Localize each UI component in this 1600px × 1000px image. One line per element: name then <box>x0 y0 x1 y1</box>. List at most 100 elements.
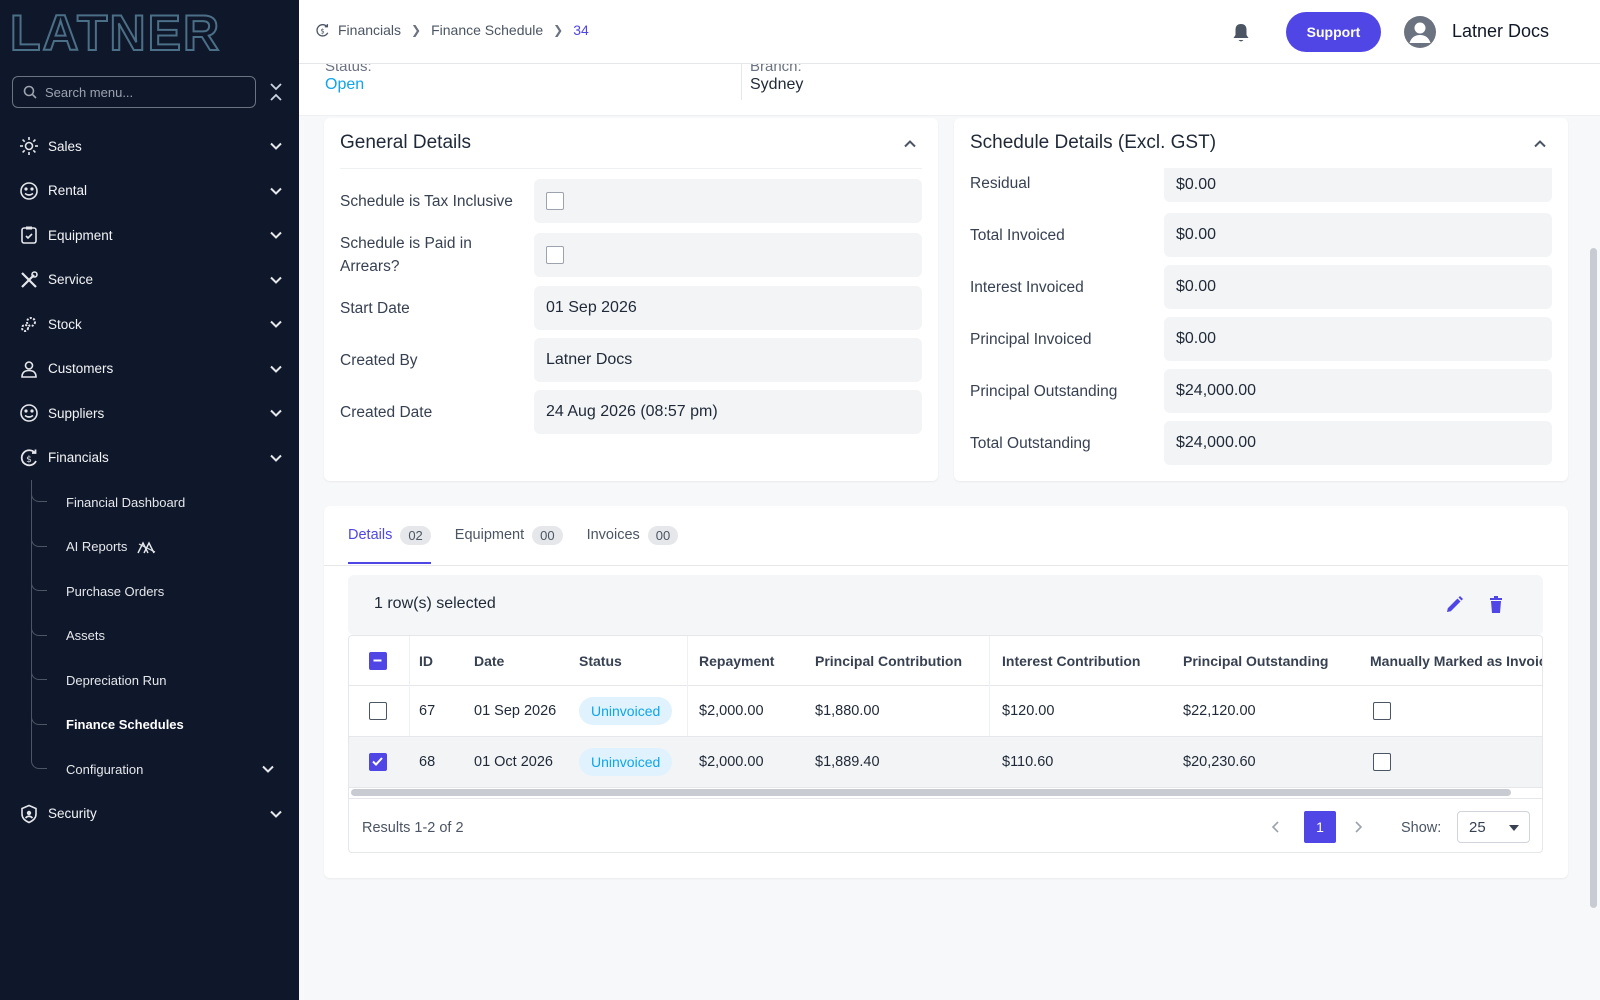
column-header[interactable]: Manually Marked as Invoiced <box>1370 653 1542 669</box>
paid-in-arrears-field <box>534 233 922 277</box>
sidebar-item-label: Sales <box>48 138 82 154</box>
sidebar-item-security[interactable]: Security <box>0 792 299 837</box>
created-by-field[interactable]: Latner Docs <box>534 338 922 382</box>
tab-equipment[interactable]: Equipment 00 <box>455 506 563 564</box>
status-badge: Uninvoiced <box>579 748 673 776</box>
field-label: Principal Invoiced <box>970 331 1092 348</box>
bell-icon[interactable] <box>1231 22 1251 44</box>
tax-inclusive-checkbox[interactable] <box>546 192 564 210</box>
sidebar-subitem-label: AI Reports <box>66 539 128 555</box>
column-divider <box>989 636 990 789</box>
sidebar-item-service[interactable]: Service <box>0 258 299 303</box>
chevron-down-icon <box>270 187 282 195</box>
chevron-left-icon[interactable] <box>1269 820 1283 834</box>
checkmark-icon <box>372 757 383 766</box>
page-button[interactable]: 1 <box>1304 811 1336 843</box>
sidebar-item-equipment[interactable]: Equipment <box>0 213 299 258</box>
column-header[interactable]: ID <box>419 653 433 669</box>
cell-interest-contribution: $110.60 <box>1002 754 1054 770</box>
column-header[interactable]: Principal Contribution <box>815 653 962 669</box>
sidebar-item-label: Customers <box>48 361 114 377</box>
gears-icon <box>19 314 39 334</box>
column-header[interactable]: Interest Contribution <box>1002 653 1141 669</box>
paid-in-arrears-checkbox[interactable] <box>546 246 564 264</box>
select-all-checkbox[interactable] <box>369 652 387 670</box>
row-checkbox[interactable] <box>369 753 387 771</box>
person-icon <box>19 359 39 379</box>
chevron-right-icon[interactable] <box>1351 820 1365 834</box>
sidebar-item-sales[interactable]: Sales <box>0 124 299 169</box>
pencil-icon[interactable] <box>1444 595 1464 615</box>
breadcrumb-current: 34 <box>573 22 589 38</box>
tab-count-badge: 00 <box>647 525 679 545</box>
status-strip: Status: Open Branch: Sydney <box>299 64 1600 116</box>
field-label: Total Outstanding <box>970 435 1091 452</box>
page-size-value: 25 <box>1469 818 1486 836</box>
column-header[interactable]: Date <box>474 653 505 669</box>
menu-search-input[interactable] <box>45 84 235 100</box>
field-label: Residual <box>970 175 1031 192</box>
column-header[interactable]: Repayment <box>699 653 775 669</box>
table-row[interactable]: 68 01 Oct 2026 Uninvoiced $2,000.00 $1,8… <box>349 737 1542 788</box>
residual-field[interactable]: $0.00 <box>1164 168 1552 202</box>
tab-details[interactable]: Details 02 <box>348 506 431 564</box>
total-invoiced-field[interactable]: $0.00 <box>1164 213 1552 257</box>
sidebar-subitem-finance-schedules[interactable]: Finance Schedules <box>0 703 299 748</box>
sidebar-subitem-depreciation-run[interactable]: Depreciation Run <box>0 658 299 703</box>
user-avatar-icon <box>1409 22 1431 43</box>
sidebar-item-customers[interactable]: Customers <box>0 347 299 392</box>
avatar[interactable] <box>1404 16 1436 48</box>
grid-header: ID Date Status Repayment Principal Contr… <box>349 636 1542 686</box>
vertical-scrollbar[interactable] <box>1590 248 1597 908</box>
page-size-label: Show: <box>1401 820 1442 836</box>
user-name[interactable]: Latner Docs <box>1452 21 1550 41</box>
chevron-down-icon <box>270 454 282 462</box>
row-checkbox[interactable] <box>369 702 387 720</box>
tab-invoices[interactable]: Invoices 00 <box>587 506 679 564</box>
sidebar-item-financials[interactable]: $ Financials <box>0 436 299 481</box>
sidebar-subitem-configuration[interactable]: Configuration <box>0 747 299 792</box>
tools-icon <box>19 270 39 290</box>
principal-invoiced-field[interactable]: $0.00 <box>1164 317 1552 361</box>
horizontal-scrollbar[interactable] <box>349 788 1542 798</box>
sidebar-subitem-ai-reports[interactable]: AI Reports <box>0 525 299 570</box>
sidebar-subitem-label: Purchase Orders <box>66 583 165 599</box>
sidebar-subitem-label: Finance Schedules <box>66 717 184 733</box>
page-size-select[interactable]: 25 <box>1457 811 1530 843</box>
sidebar-item-label: Stock <box>48 316 82 332</box>
latner-logo[interactable]: LATNER <box>10 8 282 56</box>
sidebar-item-label: Suppliers <box>48 405 105 421</box>
scrollbar-thumb[interactable] <box>351 789 1511 796</box>
chevron-up-icon[interactable] <box>903 137 917 151</box>
breadcrumb: $ Financials ❯ Finance Schedule ❯ 34 <box>315 22 589 38</box>
breadcrumb-financials[interactable]: Financials <box>338 22 402 38</box>
tab-count-badge: 02 <box>400 525 431 545</box>
cell-principal-contribution: $1,880.00 <box>815 703 880 719</box>
sidebar-subitem-purchase-orders[interactable]: Purchase Orders <box>0 569 299 614</box>
sidebar-subitem-financial-dashboard[interactable]: Financial Dashboard <box>0 480 299 525</box>
total-outstanding-field[interactable]: $24,000.00 <box>1164 421 1552 465</box>
collapse-icon[interactable] <box>268 82 284 102</box>
principal-outstanding-field[interactable]: $24,000.00 <box>1164 369 1552 413</box>
sidebar-subitem-assets[interactable]: Assets <box>0 614 299 659</box>
support-button[interactable]: Support <box>1286 12 1381 52</box>
manually-invoiced-checkbox[interactable] <box>1373 753 1391 771</box>
manually-invoiced-checkbox[interactable] <box>1373 702 1391 720</box>
column-header[interactable]: Status <box>579 653 622 669</box>
brand-text: LATNER <box>10 8 221 56</box>
sidebar-item-rental[interactable]: Rental <box>0 169 299 214</box>
start-date-field[interactable]: 01 Sep 2026 <box>534 286 922 330</box>
sidebar-item-stock[interactable]: Stock <box>0 302 299 347</box>
chevron-up-icon[interactable] <box>1533 137 1547 151</box>
schedule-details-card: Schedule Details (Excl. GST) Residual $0… <box>954 118 1568 481</box>
column-header[interactable]: Principal Outstanding <box>1183 653 1329 669</box>
interest-invoiced-field[interactable]: $0.00 <box>1164 265 1552 309</box>
table-row[interactable]: 67 01 Sep 2026 Uninvoiced $2,000.00 $1,8… <box>349 686 1542 737</box>
created-date-field[interactable]: 24 Aug 2026 (08:57 pm) <box>534 390 922 434</box>
menu-search[interactable] <box>12 76 256 108</box>
branch-value: Sydney <box>750 76 804 93</box>
tab-label: Details <box>348 527 393 543</box>
sidebar-item-suppliers[interactable]: Suppliers <box>0 391 299 436</box>
breadcrumb-finance-schedule[interactable]: Finance Schedule <box>431 22 544 38</box>
trash-icon[interactable] <box>1486 595 1506 615</box>
